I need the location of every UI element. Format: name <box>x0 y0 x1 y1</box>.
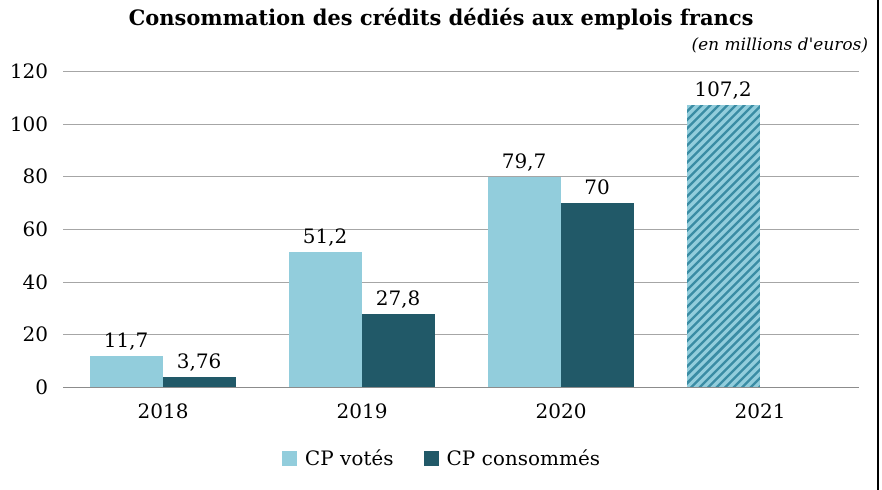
legend-swatch-icon-cp-consommes <box>423 450 439 466</box>
gridline <box>63 71 859 72</box>
bar-value-label: 79,7 <box>501 149 547 173</box>
gridline <box>63 229 859 230</box>
gridline <box>63 124 859 125</box>
gridline <box>63 176 859 177</box>
bar-cp-votes-2018 <box>90 356 163 387</box>
x-tick-label-2021: 2021 <box>734 399 786 423</box>
bar-value-label: 51,2 <box>302 224 348 248</box>
legend-item-cp-votes: CP votés <box>281 446 394 470</box>
legend: CP votés CP consommés <box>0 446 882 470</box>
y-tick-label: 60 <box>22 217 48 241</box>
bar-value-label: 107,2 <box>694 77 752 101</box>
x-tick-label-2020: 2020 <box>535 399 587 423</box>
y-tick-label: 120 <box>9 59 48 83</box>
bar-cp-votes-2019 <box>289 252 362 387</box>
x-tick-label-2019: 2019 <box>336 399 388 423</box>
bar-cp-consommes-2018 <box>163 377 236 387</box>
legend-label: CP consommés <box>446 446 601 470</box>
x-axis-line <box>63 387 859 388</box>
y-tick-label: 0 <box>35 375 48 399</box>
bar-cp-votes-2021 <box>687 105 760 387</box>
x-tick-label-2018: 2018 <box>137 399 189 423</box>
y-tick-label: 20 <box>22 322 48 346</box>
page-edge-line <box>877 0 879 490</box>
legend-item-cp-consommes: CP consommés <box>423 446 601 470</box>
y-tick-label: 80 <box>22 164 48 188</box>
y-tick-label: 100 <box>9 112 48 136</box>
legend-swatch-icon-cp-votes <box>281 450 297 466</box>
bar-value-label: 11,7 <box>103 328 149 352</box>
y-tick-label: 40 <box>22 270 48 294</box>
bar-cp-votes-2020 <box>488 177 561 387</box>
gridline <box>63 334 859 335</box>
chart-subtitle-units: (en millions d'euros) <box>691 35 868 55</box>
bar-cp-consommes-2019 <box>362 314 435 387</box>
bar-value-label: 3,76 <box>176 349 222 373</box>
legend-label: CP votés <box>304 446 394 470</box>
bar-value-label: 27,8 <box>375 286 421 310</box>
chart-title: Consommation des crédits dédiés aux empl… <box>128 5 754 30</box>
gridline <box>63 282 859 283</box>
bar-value-label: 70 <box>584 175 610 199</box>
bar-cp-consommes-2020 <box>561 203 634 387</box>
